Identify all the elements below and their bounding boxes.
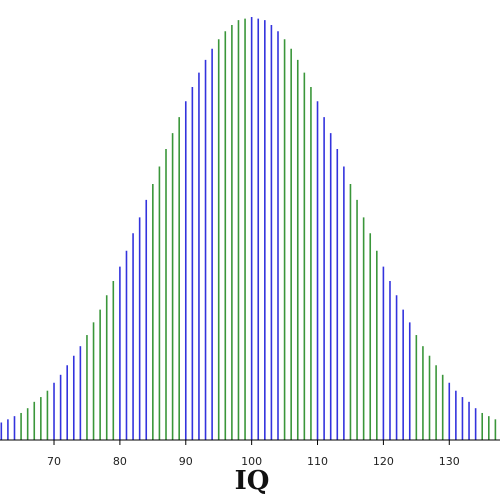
x-tick-label: 120 [373, 455, 394, 468]
x-tick-label: 70 [47, 455, 61, 468]
x-tick-label: 130 [439, 455, 460, 468]
x-tick-label: 90 [179, 455, 193, 468]
x-tick-label: 100 [241, 455, 262, 468]
x-axis-title: IQ [235, 466, 270, 496]
x-tick-label: 110 [307, 455, 328, 468]
x-tick-label: 80 [113, 455, 127, 468]
